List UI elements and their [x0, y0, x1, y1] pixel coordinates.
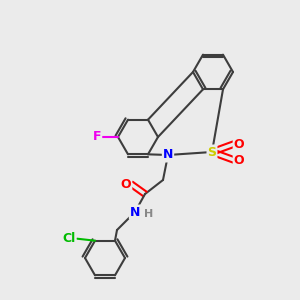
Text: O: O: [234, 137, 244, 151]
Text: S: S: [208, 146, 217, 158]
Text: O: O: [234, 154, 244, 166]
Text: N: N: [163, 148, 173, 161]
Text: N: N: [130, 206, 140, 218]
Text: Cl: Cl: [62, 232, 76, 245]
Text: H: H: [144, 209, 154, 219]
Text: O: O: [121, 178, 131, 190]
Text: F: F: [93, 130, 101, 143]
